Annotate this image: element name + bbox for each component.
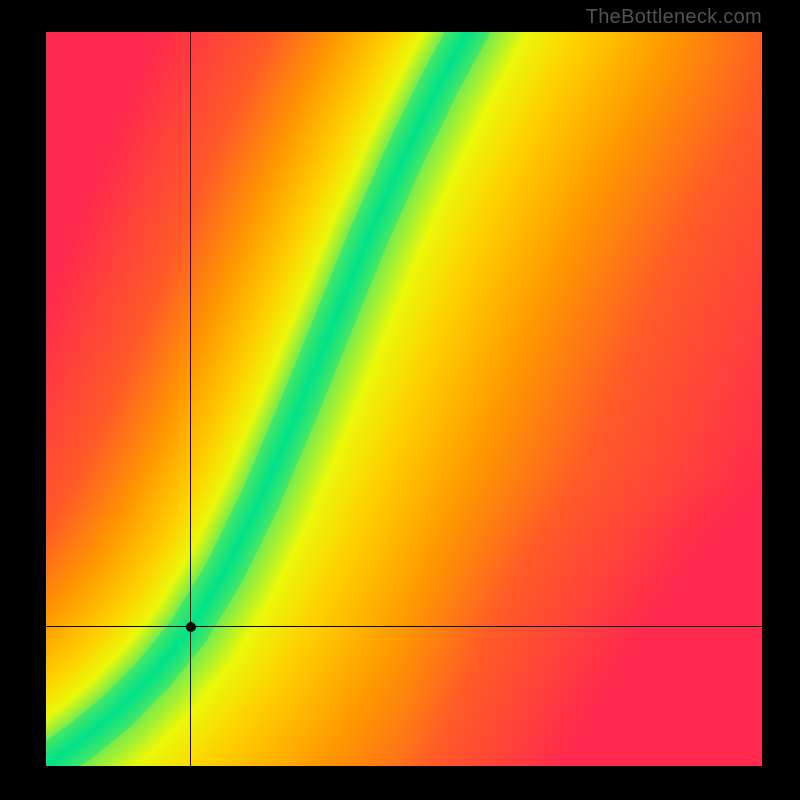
crosshair-horizontal xyxy=(46,626,762,627)
heatmap-canvas xyxy=(46,32,762,766)
heatmap-plot xyxy=(46,32,762,766)
crosshair-vertical xyxy=(190,32,191,766)
watermark-text: TheBottleneck.com xyxy=(586,6,762,29)
crosshair-marker xyxy=(186,622,196,632)
